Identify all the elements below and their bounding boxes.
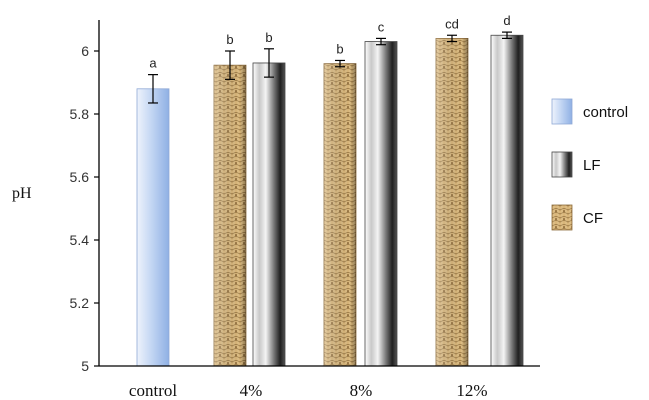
legend-swatch xyxy=(551,151,573,178)
significance-letter: c xyxy=(378,19,385,34)
legend-item-control: control xyxy=(551,98,628,125)
y-tick-label: 5.6 xyxy=(70,169,90,185)
y-tick-label: 5.2 xyxy=(70,295,90,311)
bar-cf-2 xyxy=(323,63,357,367)
error-bar xyxy=(225,50,235,80)
significance-letter: d xyxy=(503,13,510,28)
x-tick-label: 8% xyxy=(350,381,373,400)
y-tick-label: 5 xyxy=(81,358,89,374)
significance-letter: a xyxy=(149,56,157,71)
bar-control-0 xyxy=(136,88,170,367)
significance-letter: b xyxy=(265,30,272,45)
legend-label: CF xyxy=(583,210,603,227)
y-axis: 5 5.2 5.4 5.6 5.8 6 xyxy=(70,20,100,374)
y-axis-title: pH xyxy=(12,185,32,202)
x-tick-label: control xyxy=(129,381,177,400)
legend-swatch xyxy=(551,204,573,231)
x-axis: control 4% 8% 12% xyxy=(99,365,540,400)
legend: control LF CF xyxy=(551,98,628,231)
y-tick-label: 5.4 xyxy=(70,232,90,248)
significance-letter: b xyxy=(226,32,233,47)
bar-lf-1 xyxy=(252,62,286,367)
legend-label: LF xyxy=(583,157,601,174)
x-tick-label: 4% xyxy=(240,381,263,400)
bar-lf-2 xyxy=(364,41,398,367)
significance-letter: cd xyxy=(445,16,459,31)
bar-lf-3 xyxy=(490,34,524,367)
legend-item-cf: CF xyxy=(551,204,603,231)
legend-item-lf: LF xyxy=(551,151,601,178)
error-bar xyxy=(447,34,457,43)
error-bar xyxy=(335,59,345,68)
error-bar xyxy=(502,31,512,40)
bar-cf-1 xyxy=(213,64,247,367)
significance-letter: b xyxy=(336,41,343,56)
bar-cf-3 xyxy=(435,38,469,367)
error-bar xyxy=(376,37,386,46)
error-bar xyxy=(264,48,274,78)
error-bar xyxy=(148,74,158,104)
y-tick-label: 5.8 xyxy=(70,106,90,122)
legend-swatch xyxy=(551,98,573,125)
legend-label: control xyxy=(583,104,628,121)
y-tick-label: 6 xyxy=(81,43,89,59)
x-tick-label: 12% xyxy=(456,381,487,400)
